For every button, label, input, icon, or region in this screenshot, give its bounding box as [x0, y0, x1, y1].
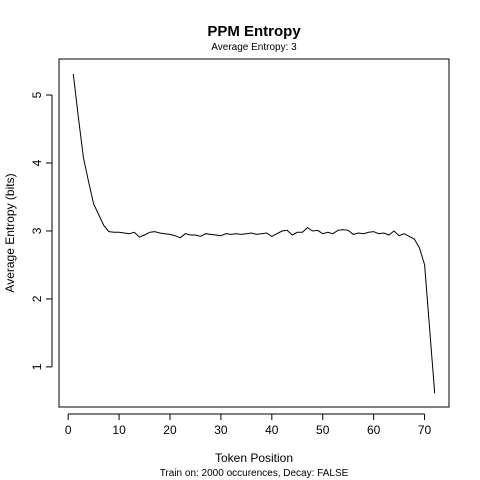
x-tick-label: 10 [112, 423, 126, 437]
y-axis: 1 2 3 4 5 [30, 91, 53, 370]
x-axis: 0 10 20 30 40 50 60 70 [65, 413, 432, 437]
chart-caption: Train on: 2000 occurences, Decay: FALSE [160, 468, 349, 479]
x-axis-label: Token Position [215, 451, 293, 465]
y-tick-label: 3 [30, 227, 44, 234]
y-axis-label: Average Entropy (bits) [3, 173, 17, 292]
x-tick-label: 50 [316, 423, 330, 437]
x-tick-label: 30 [214, 423, 228, 437]
x-tick-label: 40 [265, 423, 279, 437]
x-tick-label: 60 [367, 423, 381, 437]
chart-title: PPM Entropy [207, 23, 301, 40]
y-tick-label: 4 [30, 159, 44, 166]
y-tick-label: 1 [30, 363, 44, 370]
x-tick-label: 20 [163, 423, 177, 437]
series-layer [72, 73, 436, 394]
chart-subtitle: Average Entropy: 3 [211, 42, 297, 53]
x-tick-label: 70 [418, 423, 432, 437]
y-tick-label: 5 [30, 91, 44, 98]
plot-frame [58, 58, 450, 408]
series-line [72, 73, 436, 394]
y-tick-label: 2 [30, 295, 44, 302]
x-tick-label: 0 [65, 423, 72, 437]
